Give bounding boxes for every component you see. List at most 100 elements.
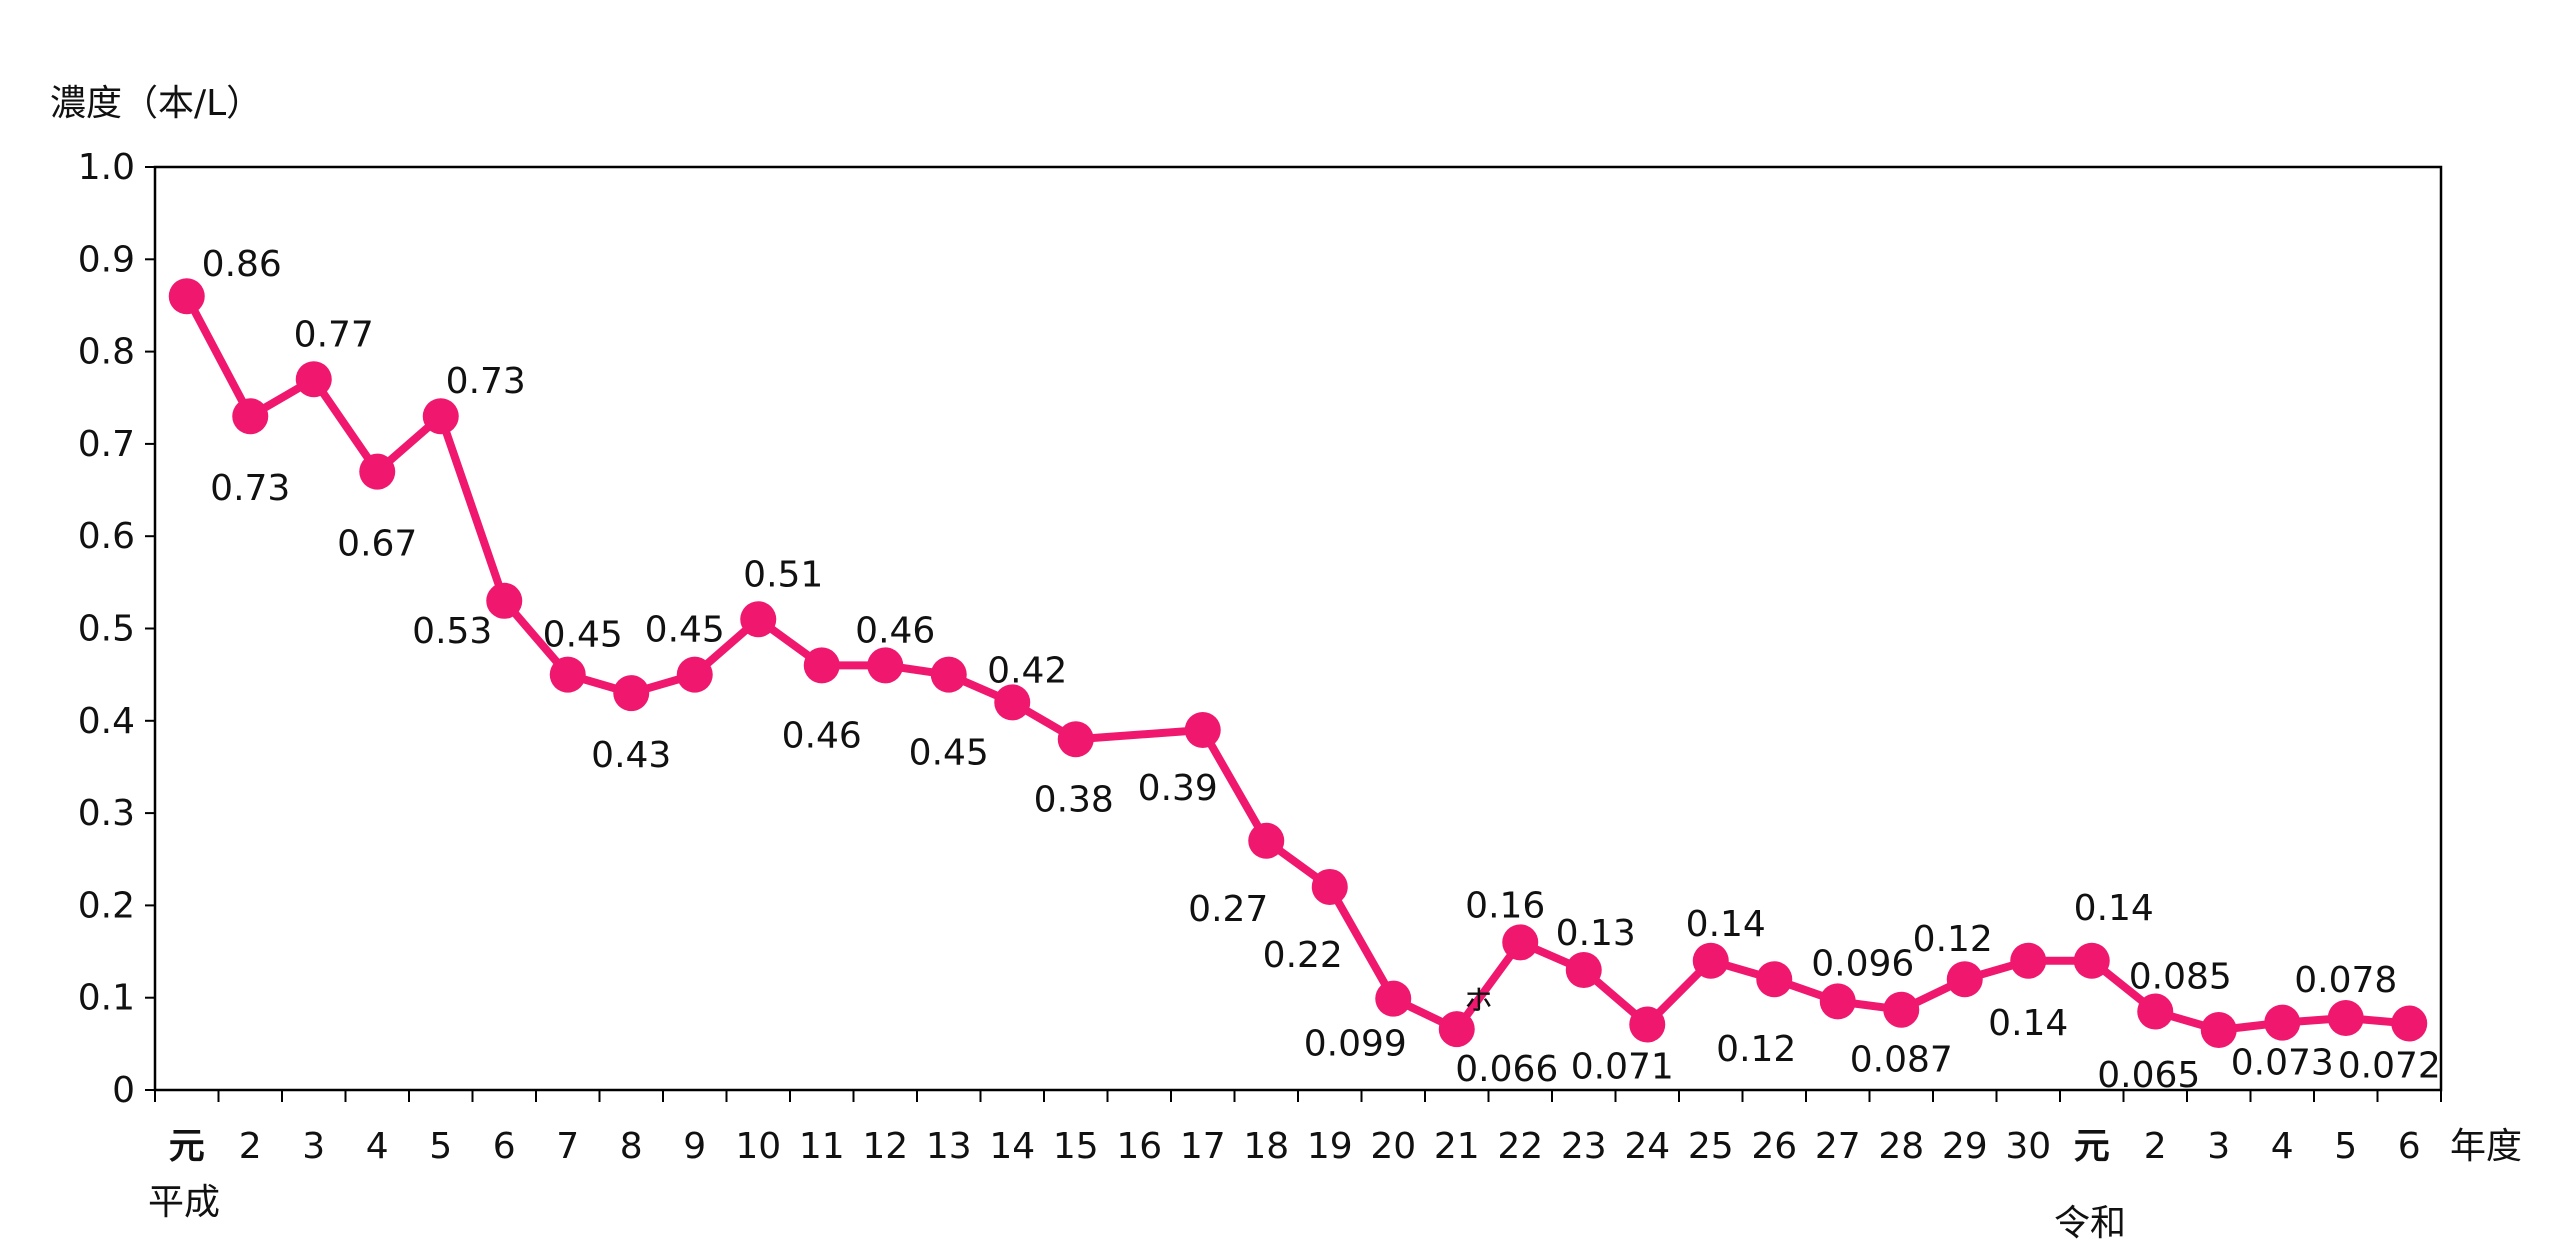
x-tick-label: 13 xyxy=(926,1126,972,1167)
x-tick-label: 27 xyxy=(1815,1126,1861,1167)
data-point xyxy=(740,601,777,638)
data-label: 0.46 xyxy=(855,610,935,651)
x-tick-label: 17 xyxy=(1180,1126,1226,1167)
x-axis: 元 2 3 4 5 6 7 8 9 10 11 12 13 14 15 16 17 18 19 20 21 22 23 24 2… xyxy=(154,1090,2442,1167)
data-label: 0.14 xyxy=(1988,1003,2068,1044)
data-point xyxy=(486,582,523,619)
data-label: 0.12 xyxy=(1913,919,1993,960)
data-point xyxy=(1375,980,1412,1017)
data-point xyxy=(1502,924,1539,961)
series-points xyxy=(168,278,2428,1049)
data-label: 0.066 xyxy=(1455,1049,1558,1090)
x-tick-label: 7 xyxy=(556,1126,579,1167)
data-point xyxy=(1819,983,1856,1020)
data-label: 0.16 xyxy=(1465,885,1545,926)
x-tick-label: 14 xyxy=(989,1126,1035,1167)
x-tick-label: 4 xyxy=(2271,1126,2294,1167)
data-label: 0.078 xyxy=(2294,960,2397,1001)
x-tick-label: 3 xyxy=(302,1126,325,1167)
data-label: 0.43 xyxy=(591,735,671,776)
x-tick-label: 4 xyxy=(366,1126,389,1167)
data-label: 0.085 xyxy=(2129,957,2232,998)
y-tick-label: 0.3 xyxy=(78,793,135,834)
x-tick-label: 23 xyxy=(1561,1126,1607,1167)
x-tick-label: 21 xyxy=(1434,1126,1480,1167)
data-point xyxy=(1565,952,1602,989)
x-tick-label: 29 xyxy=(1942,1126,1988,1167)
data-label: 0.12 xyxy=(1716,1029,1796,1070)
y-tick-label: 0.5 xyxy=(78,609,135,650)
x-tick-label: 元 xyxy=(2074,1126,2110,1167)
x-tick-label: 25 xyxy=(1688,1126,1734,1167)
era-label-heisei: 平成 xyxy=(148,1182,220,1223)
x-tick-label: 6 xyxy=(493,1126,516,1167)
data-label: 0.67 xyxy=(337,524,417,565)
data-label: 0.86 xyxy=(202,244,282,285)
y-tick-label: 0.7 xyxy=(78,424,135,465)
data-label: 0.14 xyxy=(2074,888,2154,929)
data-point xyxy=(295,361,332,398)
data-point xyxy=(2264,1004,2301,1041)
x-tick-label: 15 xyxy=(1053,1126,1099,1167)
data-label: 0.072 xyxy=(2338,1046,2441,1087)
x-tick-label: 5 xyxy=(429,1126,452,1167)
data-point xyxy=(1883,991,1920,1028)
data-point xyxy=(2010,942,2047,979)
x-axis-label: 年度 xyxy=(2450,1126,2522,1167)
data-point xyxy=(803,647,840,684)
data-point xyxy=(613,675,650,712)
data-point xyxy=(676,656,713,693)
data-point xyxy=(2137,993,2174,1030)
data-point xyxy=(168,278,205,315)
data-label: 0.77 xyxy=(294,314,374,355)
x-tick-label: 18 xyxy=(1243,1126,1289,1167)
x-tick-label: 20 xyxy=(1370,1126,1416,1167)
data-point xyxy=(1946,961,1983,998)
x-tick-label: 24 xyxy=(1624,1126,1670,1167)
data-point xyxy=(232,398,269,435)
x-tick-label: 元 xyxy=(169,1126,205,1167)
y-tick-label: 0.6 xyxy=(78,516,135,557)
data-point xyxy=(2391,1005,2428,1042)
x-tick-label: 16 xyxy=(1116,1126,1162,1167)
data-label: 0.51 xyxy=(743,554,823,595)
data-label: 0.099 xyxy=(1304,1024,1407,1065)
data-label: 0.39 xyxy=(1138,768,1218,809)
data-point xyxy=(930,656,967,693)
x-tick-label: 2 xyxy=(239,1126,262,1167)
data-label: 0.73 xyxy=(446,361,526,402)
data-point xyxy=(2327,1000,2364,1037)
data-point xyxy=(1311,868,1348,905)
data-label: 0.42 xyxy=(987,650,1067,691)
data-label: 0.45 xyxy=(543,615,623,656)
data-label: 0.22 xyxy=(1263,935,1343,976)
data-label: 0.13 xyxy=(1556,913,1636,954)
data-point xyxy=(994,684,1031,721)
data-label: 0.45 xyxy=(909,733,989,774)
data-point xyxy=(1184,712,1221,749)
x-tick-label: 5 xyxy=(2334,1126,2357,1167)
x-tick-label: 26 xyxy=(1751,1126,1797,1167)
y-tick-label: 1.0 xyxy=(78,147,135,188)
data-point xyxy=(1438,1011,1475,1048)
data-point xyxy=(1756,961,1793,998)
x-tick-label: 19 xyxy=(1307,1126,1353,1167)
x-tick-label: 3 xyxy=(2207,1126,2230,1167)
y-tick-label: 0 xyxy=(112,1070,135,1111)
x-tick-label: 6 xyxy=(2398,1126,2421,1167)
data-label: 0.46 xyxy=(782,715,862,756)
data-point xyxy=(359,453,396,490)
annotation-mark: ㇹ xyxy=(1462,979,1496,1019)
data-point xyxy=(2200,1012,2237,1049)
y-tick-label: 0.8 xyxy=(78,332,135,373)
data-label: 0.38 xyxy=(1034,779,1114,820)
y-axis-label: 濃度（本/L） xyxy=(50,83,262,124)
data-label: 0.071 xyxy=(1571,1046,1674,1087)
y-tick-label: 0.9 xyxy=(78,239,135,280)
x-tick-label: 2 xyxy=(2144,1126,2167,1167)
data-label: 0.087 xyxy=(1850,1040,1953,1081)
x-tick-label: 28 xyxy=(1878,1126,1924,1167)
data-point xyxy=(1692,942,1729,979)
